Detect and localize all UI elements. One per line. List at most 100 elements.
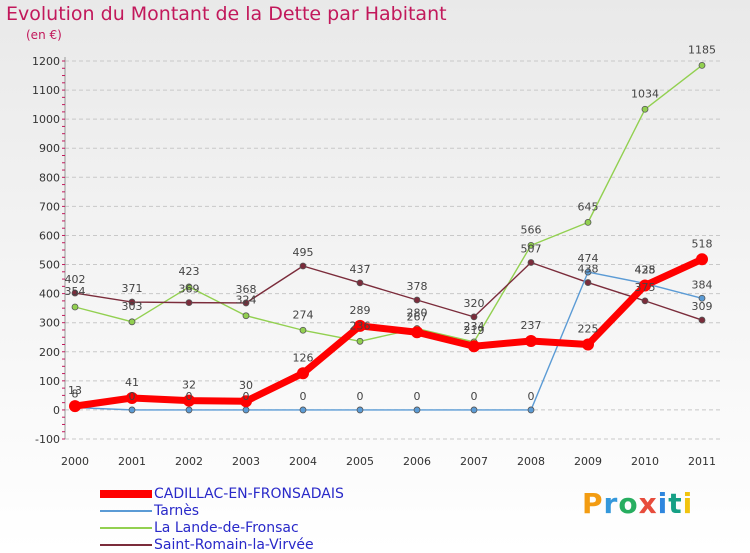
data-label: 309 xyxy=(692,300,713,313)
legend-swatch xyxy=(100,526,152,529)
data-point xyxy=(582,338,594,351)
data-label: 32 xyxy=(182,379,196,392)
x-tick-label: 2002 xyxy=(175,455,203,468)
data-point xyxy=(356,279,364,287)
x-tick-label: 2009 xyxy=(574,455,602,468)
data-label: 126 xyxy=(293,351,314,364)
series-line xyxy=(74,261,703,321)
x-tick-label: 2001 xyxy=(118,455,146,468)
x-tick-label: 2003 xyxy=(232,455,260,468)
data-label: 274 xyxy=(293,308,314,321)
series-line xyxy=(74,64,703,343)
legend-label: La Lande-de-Fronsac xyxy=(154,519,299,536)
data-point xyxy=(356,406,364,414)
data-point xyxy=(183,394,195,407)
data-label: 437 xyxy=(350,263,371,276)
data-point xyxy=(299,262,307,270)
data-label: 234 xyxy=(464,320,485,333)
data-point xyxy=(527,241,535,249)
data-label: 0 xyxy=(357,390,364,403)
y-tick-label: 100 xyxy=(39,375,60,388)
data-label: 402 xyxy=(65,273,86,286)
chart-subtitle: (en €) xyxy=(26,28,62,42)
y-tick-label: 1100 xyxy=(32,84,60,97)
data-label: 1034 xyxy=(631,87,659,100)
legend-label: Saint-Romain-la-Virvée xyxy=(154,536,314,553)
series-line xyxy=(74,271,703,411)
data-point xyxy=(411,326,423,339)
data-point xyxy=(240,395,252,408)
data-label: 354 xyxy=(65,285,86,298)
data-point xyxy=(242,312,250,320)
data-label: 1185 xyxy=(688,43,716,56)
x-tick-label: 2007 xyxy=(460,455,488,468)
data-point xyxy=(128,298,136,306)
legend-swatch xyxy=(100,489,152,498)
proxiti-logo: Proxiti xyxy=(582,487,694,520)
data-label: 645 xyxy=(578,200,599,213)
legend-item: La Lande-de-Fronsac xyxy=(100,519,344,536)
data-point xyxy=(128,318,136,326)
data-point xyxy=(413,296,421,304)
data-point xyxy=(69,400,81,413)
data-point xyxy=(641,105,649,113)
data-point xyxy=(71,303,79,311)
y-tick-label: 200 xyxy=(39,346,60,359)
y-tick-label: 0 xyxy=(53,404,60,417)
data-label: 0 xyxy=(300,390,307,403)
data-label: 428 xyxy=(635,263,656,276)
data-label: 289 xyxy=(350,304,371,317)
data-point xyxy=(242,406,250,414)
data-label: 0 xyxy=(528,390,535,403)
data-label: 378 xyxy=(407,280,428,293)
data-point xyxy=(698,61,706,69)
data-label: 303 xyxy=(122,300,143,313)
y-tick-label: 900 xyxy=(39,142,60,155)
data-point xyxy=(299,406,307,414)
data-point xyxy=(525,335,537,348)
data-label: 375 xyxy=(635,281,656,294)
data-label: 435 xyxy=(635,263,656,276)
data-point xyxy=(584,268,592,276)
data-point xyxy=(641,297,649,305)
data-label: 0 xyxy=(243,390,250,403)
data-point xyxy=(527,259,535,266)
y-tick-label: 300 xyxy=(39,317,60,330)
data-label: 438 xyxy=(578,263,599,276)
data-label: 369 xyxy=(179,283,200,296)
y-tick-label: 700 xyxy=(39,200,60,213)
data-point xyxy=(698,294,706,302)
data-label: 495 xyxy=(293,246,314,259)
data-label: 0 xyxy=(471,390,478,403)
data-point xyxy=(128,406,136,414)
y-tick-label: -100 xyxy=(35,433,60,446)
data-label: 423 xyxy=(179,265,200,278)
data-label: 474 xyxy=(578,252,599,265)
data-label: 236 xyxy=(350,319,371,332)
data-label: 225 xyxy=(578,323,599,336)
data-point xyxy=(470,313,478,321)
data-point xyxy=(71,289,79,297)
data-label: 368 xyxy=(236,283,257,296)
x-tick-label: 2010 xyxy=(631,455,659,468)
data-point xyxy=(242,299,250,307)
data-point xyxy=(584,218,592,226)
legend-label: CADILLAC-EN-FRONSADAIS xyxy=(154,485,344,502)
legend-item: Tarnès xyxy=(100,502,344,519)
data-label: 13 xyxy=(68,384,82,397)
data-label: 320 xyxy=(464,297,485,310)
legend-item: CADILLAC-EN-FRONSADAIS xyxy=(100,485,344,502)
data-point xyxy=(413,406,421,414)
data-label: 371 xyxy=(122,282,143,295)
x-tick-label: 2011 xyxy=(688,455,716,468)
data-label: 566 xyxy=(521,223,542,236)
data-label: 267 xyxy=(407,310,428,323)
data-label: 8 xyxy=(72,388,79,401)
data-point xyxy=(299,326,307,334)
data-point xyxy=(126,392,138,405)
y-tick-label: 800 xyxy=(39,171,60,184)
data-label: 507 xyxy=(521,243,542,256)
y-tick-label: 500 xyxy=(39,259,60,272)
data-point xyxy=(527,406,535,414)
